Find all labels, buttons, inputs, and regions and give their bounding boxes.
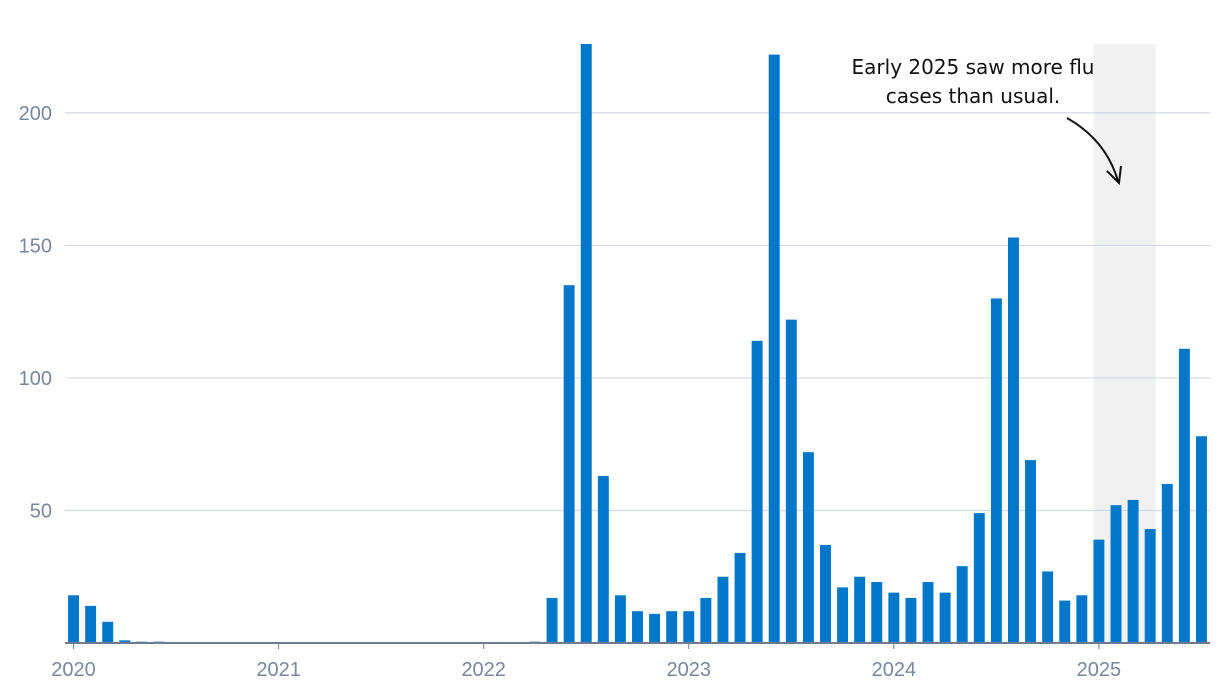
bar: 2022-09: 18	[614, 595, 626, 643]
bar: 2024-10: 27	[1042, 571, 1054, 643]
bar: 2024-02: 17	[905, 597, 917, 643]
y-tick-label: 50	[30, 500, 52, 522]
x-tick-label: 2023	[667, 659, 712, 681]
bar: 2023-03: 25	[717, 576, 729, 643]
bar: 2024-12: 18	[1076, 595, 1088, 643]
y-tick-label: 100	[19, 368, 52, 390]
bar: 2023-06: 222	[768, 54, 780, 644]
x-tick-label: 2022	[461, 659, 506, 681]
annotation: Early 2025 saw more flu cases than usual…	[852, 55, 1122, 186]
y-tick-label: 150	[19, 235, 52, 257]
annotation-arrowhead	[1106, 165, 1122, 186]
bar: 2023-01: 12	[683, 611, 695, 643]
bar: 2024-09: 69	[1025, 460, 1037, 643]
x-tick-label: 2021	[256, 659, 301, 681]
bar: 2022-08: 63	[597, 476, 609, 643]
bar: 2023-12: 23	[871, 582, 883, 643]
gridlines-layer	[65, 112, 1210, 512]
bar: 2023-05: 114	[751, 340, 763, 643]
bar: 2020-01: 18	[68, 595, 80, 643]
annotation-line-1: Early 2025 saw more flu	[852, 55, 1095, 79]
bar: 2023-09: 37	[820, 544, 831, 643]
bar: 2022-06: 135	[563, 285, 575, 643]
bar: 2022-10: 12	[632, 611, 643, 643]
bar: 2022-05: 17	[546, 597, 558, 643]
bar: 2022-11: 11	[649, 613, 661, 643]
bar: 2025-06: 111	[1178, 348, 1190, 643]
bar: 2024-04: 19	[939, 592, 951, 643]
x-tick-label: 2024	[872, 659, 917, 681]
bar: 2023-08: 72	[802, 452, 814, 643]
x-tick-label: 2020	[51, 659, 96, 681]
bar: 2020-04: 1	[119, 640, 131, 643]
bar: 2020-02: 14	[85, 605, 97, 643]
bar: 2023-10: 21	[837, 587, 849, 643]
annotation-arrow	[1066, 117, 1119, 182]
x-tick-labels-layer: 2020 2021 2022 2023 2024 2025	[51, 659, 1121, 681]
bar: 2023-04: 34	[734, 552, 746, 643]
x-axis-layer	[65, 642, 1210, 649]
bar: 2025-04: 43	[1144, 529, 1156, 643]
bar: 2023-07: 122	[785, 319, 797, 643]
bars-layer: 2020-01: 18 2020-02: 14 2020-03: 8 2020-04:…	[68, 44, 1207, 644]
bar: 2024-03: 23	[922, 582, 934, 643]
bar: 2022-07: 226	[580, 44, 592, 643]
x-tick-label: 2025	[1077, 659, 1122, 681]
bar: 2025-07: 78	[1195, 436, 1207, 643]
bar: 2024-11: 16	[1059, 600, 1071, 643]
bar: 2024-07: 130	[990, 298, 1002, 643]
bar: 2024-06: 49	[973, 513, 985, 643]
bar: 2025-03: 54	[1127, 499, 1139, 643]
y-tick-labels-layer: 50 100 150 200	[19, 103, 52, 523]
bar: 2025-02: 52	[1110, 505, 1122, 643]
bar: 2024-08: 153	[1008, 237, 1019, 643]
bar: 2024-01: 19	[888, 592, 900, 643]
bar: 2025-01: 39	[1093, 539, 1105, 643]
bar: 2022-12: 12	[666, 611, 678, 643]
bar: 2023-02: 17	[700, 597, 712, 643]
bar: 2024-05: 29	[956, 566, 968, 643]
y-tick-label: 200	[19, 103, 52, 125]
annotation-line-2: cases than usual.	[886, 84, 1061, 108]
bar: 2023-11: 25	[854, 576, 866, 643]
bar: 2025-05: 60	[1161, 483, 1173, 643]
bar: 2020-03: 8	[102, 621, 114, 643]
